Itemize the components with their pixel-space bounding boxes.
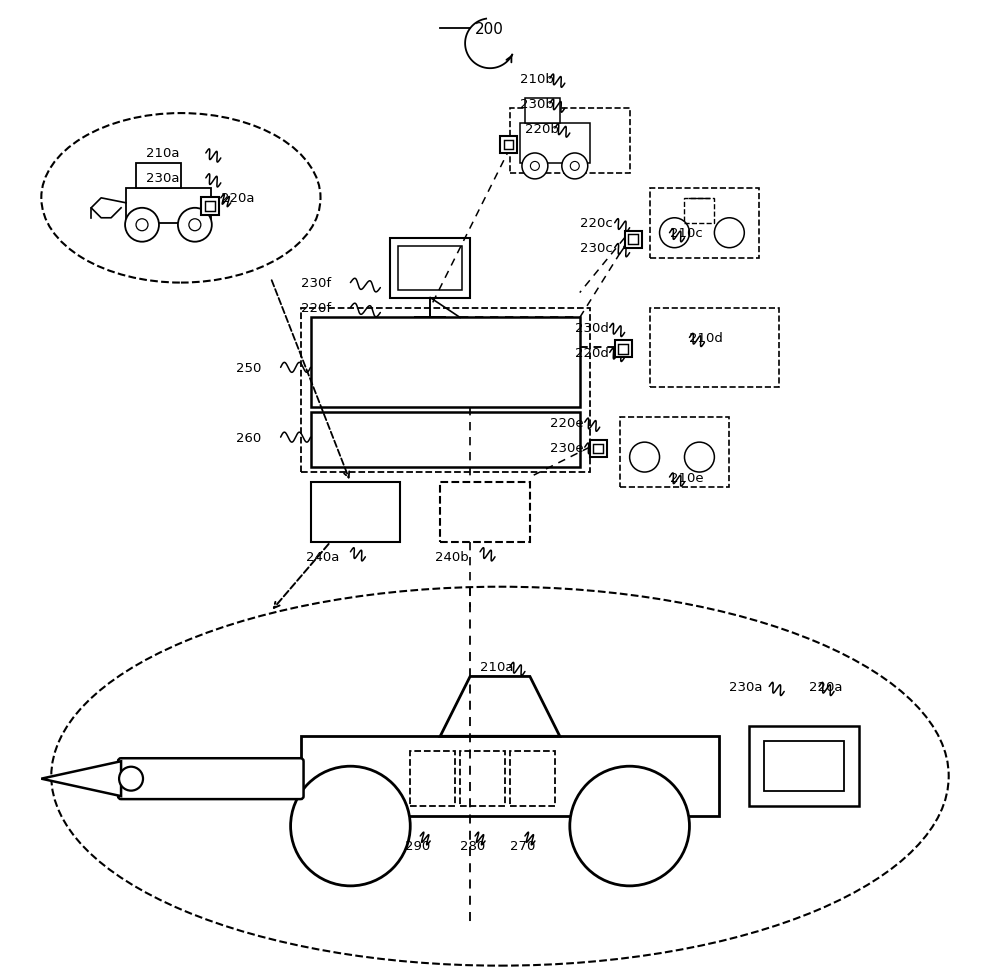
Bar: [590, 441, 607, 457]
Bar: [500, 137, 517, 153]
Text: 210b: 210b: [520, 72, 554, 86]
Bar: [136, 164, 181, 189]
Circle shape: [189, 220, 201, 232]
Text: 290: 290: [405, 839, 431, 853]
Text: 220c: 220c: [580, 217, 613, 230]
Circle shape: [630, 443, 660, 473]
Bar: [390, 238, 470, 298]
Text: 210a: 210a: [480, 660, 514, 673]
Bar: [126, 189, 211, 224]
Text: 230b: 230b: [520, 98, 554, 110]
Polygon shape: [440, 677, 560, 737]
Text: 270: 270: [510, 839, 535, 853]
Text: 210c: 210c: [670, 227, 702, 240]
Ellipse shape: [51, 587, 949, 965]
Bar: [398, 246, 462, 290]
Circle shape: [125, 208, 159, 242]
Bar: [510, 109, 630, 174]
Text: 200: 200: [475, 21, 504, 37]
Bar: [520, 124, 590, 164]
Text: 220f: 220f: [301, 302, 331, 315]
Text: 250: 250: [236, 361, 261, 374]
Text: 240b: 240b: [435, 551, 469, 564]
Text: 280: 280: [460, 839, 485, 853]
Bar: [593, 445, 603, 454]
Bar: [410, 751, 455, 806]
Circle shape: [136, 220, 148, 232]
Circle shape: [684, 443, 714, 473]
Text: 220a: 220a: [809, 680, 843, 694]
Circle shape: [119, 767, 143, 790]
Text: 220a: 220a: [221, 192, 254, 205]
Text: 230a: 230a: [146, 172, 180, 186]
Circle shape: [530, 162, 539, 171]
Bar: [650, 189, 759, 258]
Bar: [525, 99, 560, 124]
Bar: [625, 232, 642, 248]
Circle shape: [291, 766, 410, 886]
Circle shape: [522, 153, 548, 180]
Bar: [684, 198, 714, 224]
Bar: [311, 413, 580, 468]
Circle shape: [178, 208, 212, 242]
Text: 210e: 210e: [670, 471, 703, 484]
Bar: [460, 751, 505, 806]
Circle shape: [660, 219, 689, 248]
Bar: [650, 308, 779, 388]
Text: 220d: 220d: [575, 347, 609, 360]
Bar: [311, 483, 400, 542]
Text: 230a: 230a: [729, 680, 763, 694]
Bar: [440, 483, 530, 542]
Bar: [311, 319, 580, 407]
FancyBboxPatch shape: [118, 758, 304, 799]
Text: 220b: 220b: [525, 122, 559, 136]
Bar: [510, 751, 555, 806]
Text: 220e: 220e: [550, 416, 583, 429]
Bar: [628, 235, 638, 244]
Bar: [205, 201, 215, 212]
Text: 210a: 210a: [146, 148, 180, 160]
Text: 230e: 230e: [550, 442, 583, 454]
Text: 230c: 230c: [580, 242, 613, 255]
Bar: [615, 341, 632, 358]
Circle shape: [714, 219, 744, 248]
Bar: [749, 727, 859, 806]
Bar: [504, 141, 513, 150]
Bar: [301, 737, 719, 816]
Ellipse shape: [41, 114, 321, 283]
Bar: [201, 197, 219, 216]
Polygon shape: [41, 761, 121, 796]
Text: 210d: 210d: [689, 331, 723, 345]
Text: 230f: 230f: [301, 276, 331, 290]
Circle shape: [562, 153, 588, 180]
Bar: [618, 345, 628, 355]
Bar: [764, 742, 844, 791]
Text: 230d: 230d: [575, 321, 609, 334]
Bar: [620, 418, 729, 488]
Bar: [301, 308, 590, 473]
Text: 240a: 240a: [306, 551, 339, 564]
Circle shape: [570, 766, 689, 886]
Circle shape: [570, 162, 579, 171]
Text: 260: 260: [236, 431, 261, 445]
